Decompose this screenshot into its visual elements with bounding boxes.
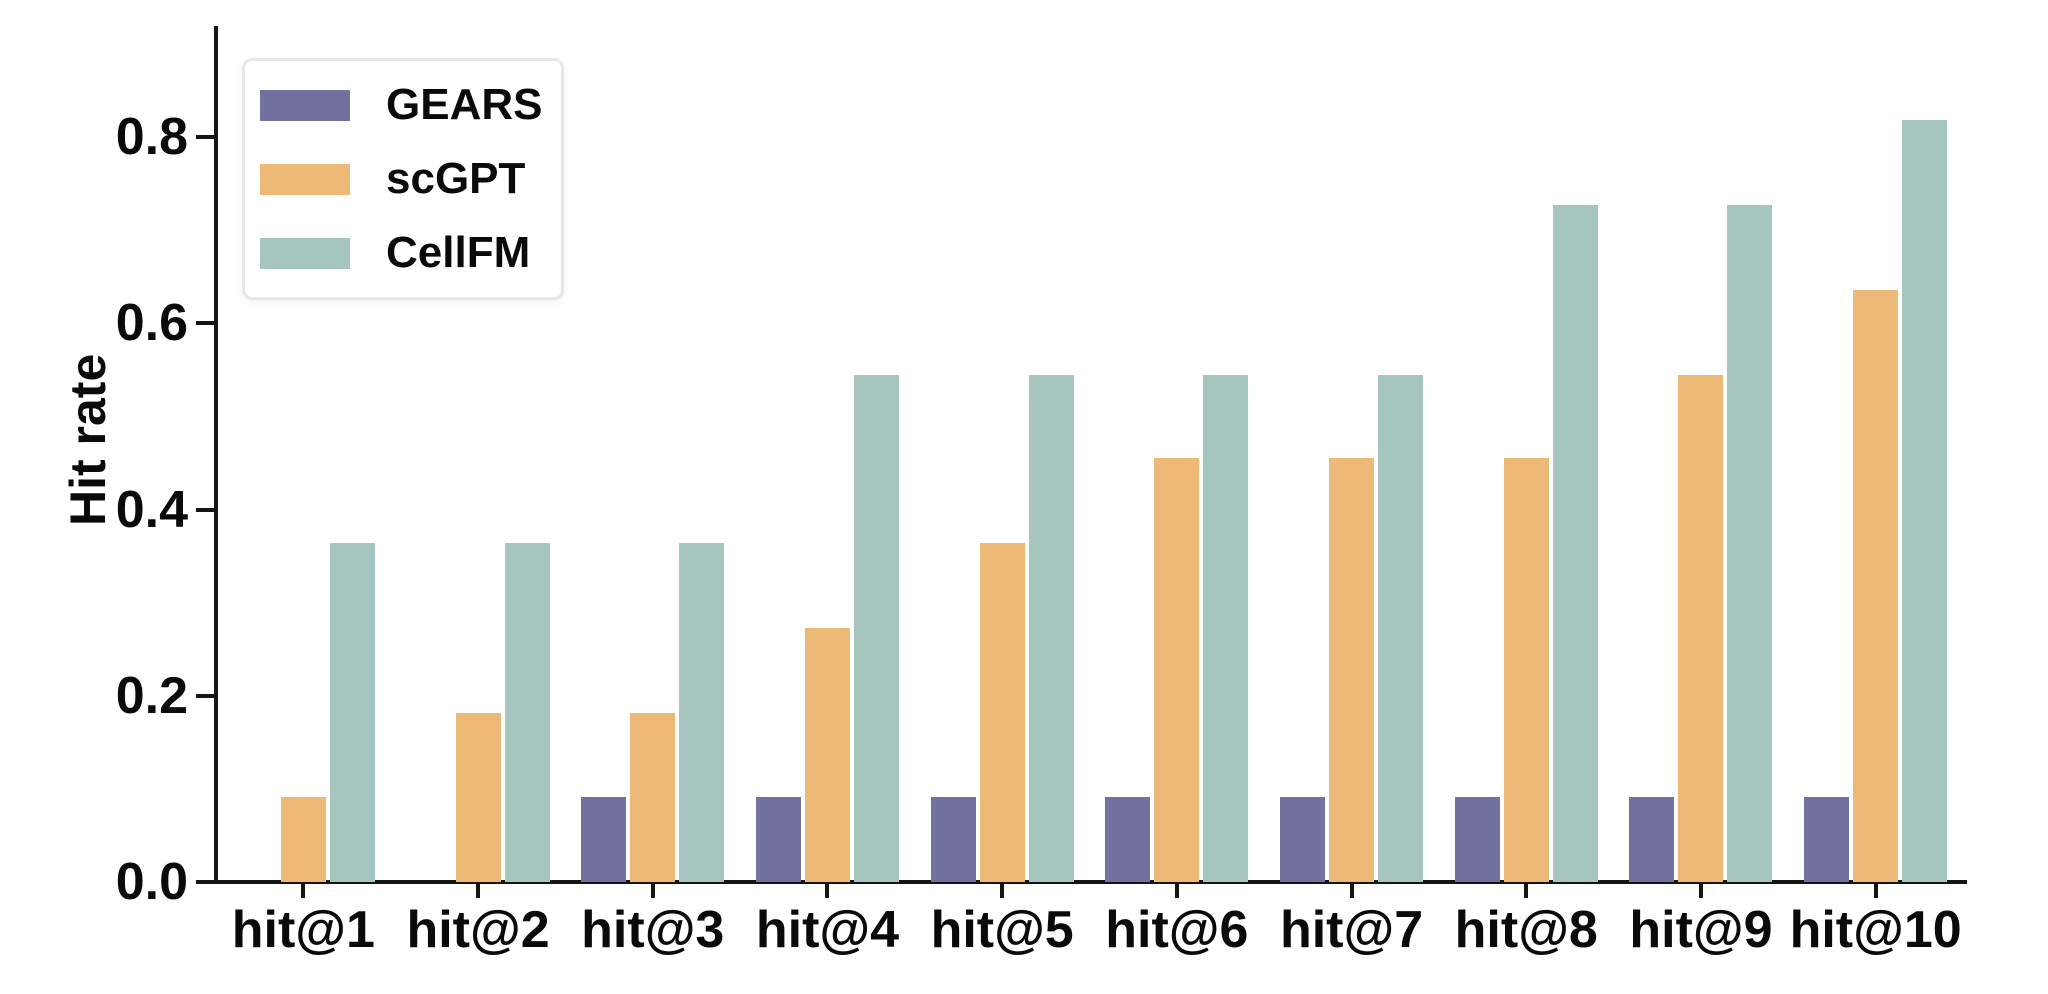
bar-scgpt-hit@8 bbox=[1503, 458, 1549, 882]
y-tick-mark bbox=[196, 507, 214, 512]
bar-gears-hit@5 bbox=[930, 797, 976, 882]
bar-gears-hit@8 bbox=[1454, 797, 1500, 882]
bar-gears-hit@4 bbox=[755, 797, 801, 882]
legend-swatch-gears bbox=[260, 89, 350, 121]
legend-swatch-cellfm bbox=[260, 237, 350, 269]
bar-gears-hit@6 bbox=[1105, 797, 1151, 882]
bar-scgpt-hit@1 bbox=[280, 797, 326, 882]
y-tick-mark bbox=[196, 880, 214, 884]
bar-scgpt-hit@2 bbox=[455, 713, 501, 882]
x-tick-mark bbox=[1698, 884, 1703, 898]
y-tick-label: 0.8 bbox=[115, 108, 188, 167]
y-tick-label: 0.4 bbox=[115, 480, 188, 539]
y-tick-mark bbox=[196, 693, 214, 698]
bar-scgpt-hit@4 bbox=[804, 628, 850, 882]
legend-label: CellFM bbox=[386, 228, 531, 277]
x-tick-mark bbox=[301, 884, 306, 898]
x-tick-label: hit@9 bbox=[1629, 901, 1773, 959]
x-tick-label: hit@3 bbox=[581, 901, 725, 959]
legend-item-gears: GEARS bbox=[260, 80, 543, 129]
bar-gears-hit@3 bbox=[581, 797, 627, 882]
x-axis-line bbox=[211, 880, 1967, 884]
bar-scgpt-hit@9 bbox=[1678, 375, 1724, 882]
x-tick-mark bbox=[1524, 884, 1529, 898]
y-axis-line bbox=[214, 26, 218, 884]
y-tick-mark bbox=[196, 135, 214, 140]
x-tick-mark bbox=[825, 884, 830, 898]
bar-cellfm-hit@4 bbox=[853, 375, 899, 882]
y-tick-label: 0.6 bbox=[115, 294, 188, 353]
bar-scgpt-hit@10 bbox=[1853, 290, 1899, 882]
y-tick-label: 0.0 bbox=[115, 853, 188, 911]
legend-item-scgpt: scGPT bbox=[260, 157, 541, 201]
bar-cellfm-hit@1 bbox=[329, 543, 375, 882]
x-tick-label: hit@7 bbox=[1279, 901, 1424, 959]
bar-cellfm-hit@2 bbox=[504, 543, 550, 882]
x-tick-label: hit@5 bbox=[930, 901, 1074, 959]
bar-cellfm-hit@6 bbox=[1203, 375, 1249, 882]
bar-gears-hit@7 bbox=[1280, 797, 1326, 882]
plot-area bbox=[216, 30, 1963, 882]
x-tick-label: hit@4 bbox=[755, 901, 900, 959]
x-tick-label: hit@10 bbox=[1789, 901, 1962, 959]
bar-cellfm-hit@10 bbox=[1902, 120, 1948, 882]
bar-cellfm-hit@8 bbox=[1552, 205, 1598, 882]
legend: GEARS scGPT CellFM bbox=[242, 58, 564, 300]
x-tick-label: hit@2 bbox=[406, 901, 550, 959]
bar-gears-hit@10 bbox=[1804, 797, 1850, 882]
x-tick-mark bbox=[476, 884, 481, 898]
bar-gears-hit@9 bbox=[1629, 797, 1675, 882]
bar-scgpt-hit@6 bbox=[1154, 458, 1200, 882]
bar-cellfm-hit@3 bbox=[679, 543, 725, 882]
x-tick-mark bbox=[1349, 884, 1354, 898]
x-tick-mark bbox=[1873, 884, 1878, 898]
bar-scgpt-hit@5 bbox=[979, 543, 1025, 882]
x-tick-mark bbox=[1000, 884, 1005, 898]
legend-label: GEARS bbox=[386, 80, 543, 129]
x-tick-mark bbox=[650, 884, 655, 898]
bar-scgpt-hit@7 bbox=[1329, 458, 1375, 882]
x-tick-label: hit@1 bbox=[231, 901, 375, 959]
y-tick-mark bbox=[196, 321, 214, 326]
bar-cellfm-hit@7 bbox=[1378, 375, 1424, 882]
legend-swatch-scgpt bbox=[260, 163, 350, 195]
bar-cellfm-hit@9 bbox=[1727, 205, 1773, 882]
bar-cellfm-hit@5 bbox=[1028, 375, 1074, 882]
x-tick-label: hit@8 bbox=[1454, 901, 1598, 959]
x-tick-label: hit@6 bbox=[1105, 901, 1249, 959]
x-tick-mark bbox=[1174, 884, 1179, 898]
legend-label: scGPT bbox=[386, 154, 526, 203]
legend-item-cellfm: CellFM bbox=[260, 231, 541, 275]
y-tick-label: 0.2 bbox=[115, 666, 188, 725]
bar-scgpt-hit@3 bbox=[630, 713, 676, 882]
